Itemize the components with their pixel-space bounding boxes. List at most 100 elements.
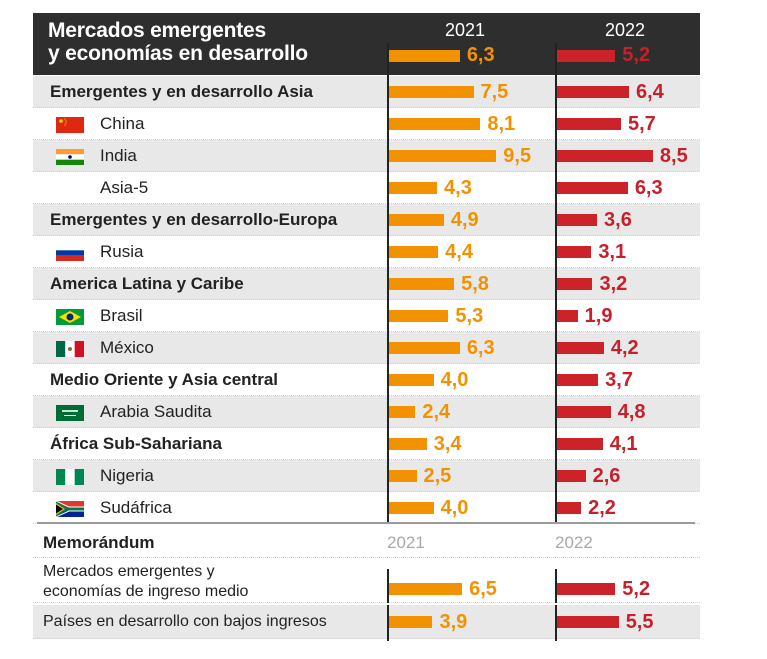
row-label: China — [100, 114, 145, 133]
value-label-2021: 4,9 — [450, 209, 479, 231]
value-label-2021: 3,9 — [439, 611, 468, 633]
value-label-2022: 6,3 — [634, 177, 663, 199]
title-line-2: y economías en desarrollo — [48, 42, 308, 65]
axis-2021 — [387, 43, 389, 522]
memo-row: Mercados emergentes y economías de ingres… — [33, 561, 700, 603]
bar-2021 — [388, 150, 497, 162]
bar-2022 — [556, 616, 619, 628]
bar-2021 — [388, 118, 481, 130]
year-2021-header: 2021 — [445, 20, 486, 40]
bar-2021 — [388, 470, 417, 482]
bar-2021 — [388, 310, 449, 322]
memo-year-2022: 2022 — [555, 533, 593, 552]
row-label: Arabia Saudita — [100, 402, 212, 421]
country-row: México 6,3 4,2 — [33, 332, 700, 364]
value-label-2021: 2,4 — [422, 401, 451, 423]
value-label-2022: 6,4 — [635, 81, 664, 103]
value-label-2021: 7,5 — [480, 81, 509, 103]
bar-2021 — [388, 616, 433, 628]
bar-2021-total — [388, 50, 460, 62]
bar-2021 — [388, 246, 439, 258]
memo-year-2021: 2021 — [387, 533, 425, 552]
region-group-row: America Latina y Caribe 5,8 3,2 — [33, 268, 700, 300]
memo-row: Países en desarrollo con bajos ingresos 3… — [33, 605, 700, 641]
value-label-2021: 8,1 — [487, 113, 516, 135]
value-label-2022: 2,6 — [592, 465, 621, 487]
memo-rows: Mercados emergentes y economías de ingres… — [33, 561, 700, 641]
bar-2022 — [556, 182, 628, 194]
bar-2022 — [556, 278, 593, 290]
region-group-row: Emergentes y en desarrollo-Europa 4,9 3,6 — [33, 204, 700, 236]
country-row: India 9,5 8,5 — [33, 140, 700, 172]
region-group-row: África Sub-Sahariana 3,4 4,1 — [33, 428, 700, 460]
country-row: Sudáfrica 4,0 2,2 — [33, 492, 700, 524]
bar-2022 — [556, 406, 611, 418]
row-label: México — [100, 338, 154, 357]
value-label-2022: 4,1 — [609, 433, 638, 455]
value-label-2022: 5,2 — [622, 578, 651, 600]
bar-2022 — [556, 118, 621, 130]
memo-axis-2022 — [555, 605, 557, 641]
bar-2022 — [556, 342, 604, 354]
value-label-2022: 3,1 — [598, 241, 627, 263]
value-label-2022: 3,7 — [605, 369, 633, 391]
bar-2022 — [556, 502, 582, 514]
row-label: America Latina y Caribe — [50, 274, 244, 293]
value-label-2022: 5,5 — [625, 611, 654, 633]
bar-2021 — [388, 502, 434, 514]
bar-2022 — [556, 470, 586, 482]
row-label: Brasil — [100, 306, 143, 325]
south-africa-flag-icon — [55, 500, 84, 518]
value-label-2022: 4,2 — [610, 337, 639, 359]
value-label-2021: 6,5 — [469, 578, 497, 600]
bar-2021 — [388, 374, 434, 386]
value-label-2022: 1,9 — [584, 305, 613, 327]
country-row: Arabia Saudita 2,4 4,8 — [33, 396, 700, 428]
country-row: Nigeria 2,5 2,6 — [33, 460, 700, 492]
bar-2022 — [556, 374, 599, 386]
bar-2022 — [556, 583, 616, 595]
region-rows: Emergentes y en desarrollo Asia 7,5 6,4 Chi… — [33, 76, 700, 524]
bar-2021 — [388, 86, 474, 98]
value-label-2022: 5,7 — [627, 113, 656, 135]
title-line-1: Mercados emergentes — [48, 19, 266, 42]
india-flag-icon — [56, 149, 84, 165]
memo-label-line: Países en desarrollo con bajos ingresos — [43, 613, 327, 630]
row-label: Asia-5 — [100, 178, 149, 197]
brazil-flag-icon — [56, 309, 84, 325]
bar-2021 — [388, 278, 455, 290]
value-label-2021: 2,5 — [423, 465, 452, 487]
section-divider — [37, 522, 695, 524]
axis-2022 — [555, 43, 557, 522]
value-label-2022: 4,8 — [617, 401, 646, 423]
memo-axis-2022 — [555, 569, 557, 603]
memo-axis-2021 — [387, 569, 389, 603]
value-2022-total: 5,2 — [622, 44, 651, 66]
bar-2021 — [388, 583, 463, 595]
value-label-2021: 4,4 — [445, 241, 473, 263]
value-2021-total: 6,3 — [466, 44, 495, 66]
memo-axis-2021 — [387, 605, 389, 641]
mexico-flag-icon — [56, 341, 84, 357]
bar-2022 — [556, 310, 578, 322]
memo-label-line: Mercados emergentes y — [43, 563, 215, 580]
region-group-row: Medio Oriente y Asia central 4,0 3,7 — [33, 364, 700, 396]
row-label: Sudáfrica — [100, 498, 172, 517]
memo-header: Memorándum 2021 2022 — [33, 527, 700, 558]
country-row: Brasil 5,3 1,9 — [33, 300, 700, 332]
saudi-arabia-flag-icon — [56, 405, 84, 421]
bar-2022 — [556, 246, 592, 258]
bar-2022 — [556, 86, 629, 98]
value-label-2022: 8,5 — [659, 145, 688, 167]
value-label-2022: 2,2 — [588, 497, 616, 519]
row-label: Emergentes y en desarrollo-Europa — [50, 210, 338, 229]
value-label-2022: 3,2 — [599, 273, 628, 295]
bar-2021 — [388, 406, 416, 418]
country-row: Rusia 4,4 3,1 — [33, 236, 700, 268]
value-label-2021: 4,0 — [440, 369, 469, 391]
value-label-2021: 4,0 — [440, 497, 469, 519]
row-label: Emergentes y en desarrollo Asia — [50, 82, 313, 101]
row-label: Nigeria — [100, 466, 154, 485]
chart-title: Mercados emergentes y economías en desar… — [48, 19, 308, 65]
value-label-2021: 6,3 — [466, 337, 495, 359]
